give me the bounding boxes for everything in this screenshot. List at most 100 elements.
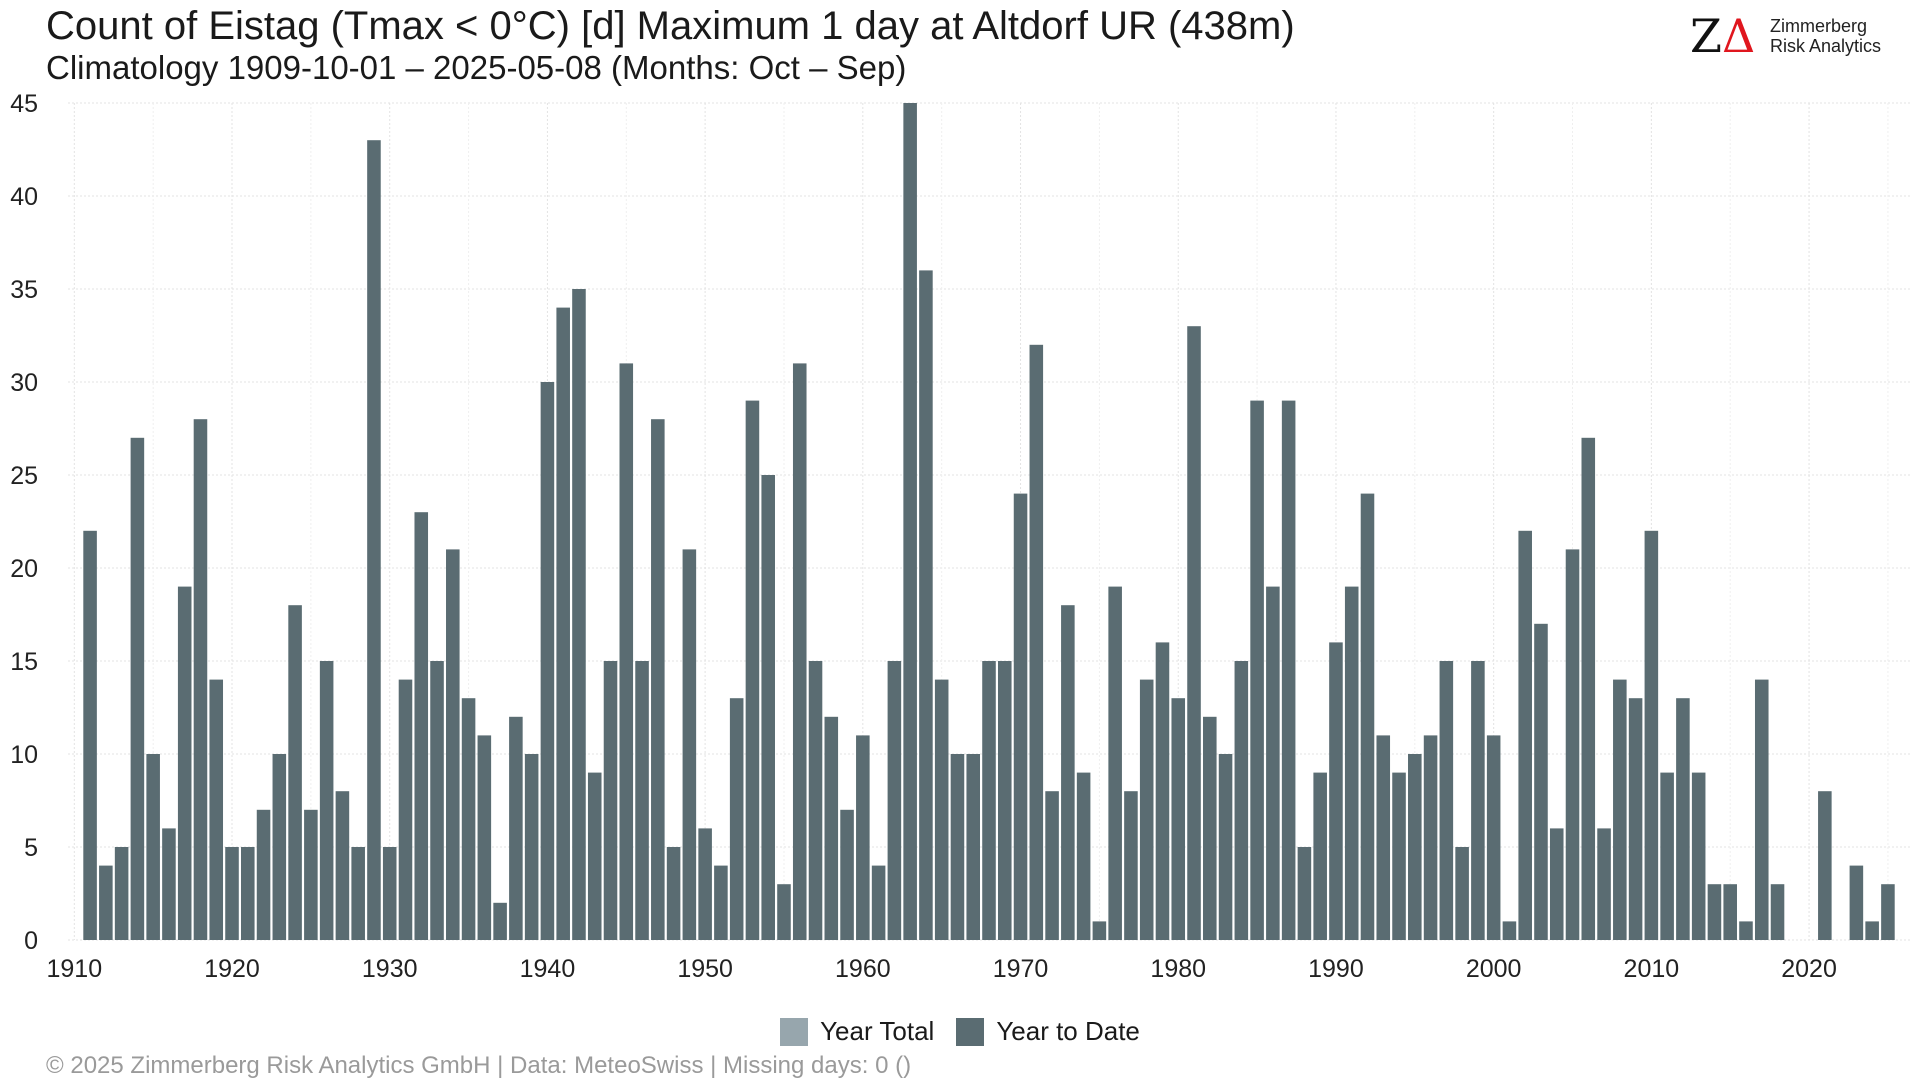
bar-1939 (524, 754, 539, 940)
bar-2004 (1549, 828, 1564, 940)
bar-2021 (1818, 791, 1832, 940)
bar-1987 (1281, 400, 1296, 941)
bar-1978 (1139, 679, 1154, 940)
bar-1954 (761, 475, 775, 940)
bar-1983 (1218, 754, 1233, 940)
bar-2013 (1691, 772, 1706, 940)
bar-1921 (241, 847, 255, 940)
bar-1972 (1045, 791, 1059, 940)
bar-1985 (1250, 400, 1264, 941)
bar-1997 (1439, 661, 1454, 940)
bar-1934 (446, 549, 460, 940)
bar-1936 (477, 735, 492, 940)
bar-1956 (792, 363, 807, 940)
bar-2003 (1534, 623, 1548, 940)
bar-1974 (1076, 772, 1091, 940)
bar-1912 (99, 865, 113, 940)
bar-1915 (146, 754, 160, 940)
y-tick-label: 0 (24, 927, 38, 955)
bar-2000 (1486, 735, 1501, 940)
bar-1937 (493, 902, 507, 940)
bar-2002 (1518, 530, 1532, 940)
bar-2001 (1502, 921, 1517, 940)
bar-1962 (887, 661, 902, 940)
bar-1995 (1408, 754, 1422, 940)
bar-2015 (1723, 884, 1737, 940)
y-tick-label: 15 (10, 648, 38, 676)
bar-1988 (1297, 847, 1312, 940)
bar-1970 (1013, 493, 1028, 940)
x-tick-label: 1960 (835, 955, 891, 983)
y-tick-label: 10 (10, 741, 38, 769)
bar-1984 (1234, 661, 1249, 940)
bar-1960 (856, 735, 870, 940)
bar-1992 (1360, 493, 1375, 940)
logo-letter-z: Z (1690, 9, 1722, 63)
bar-1929 (367, 140, 381, 940)
bar-1938 (509, 716, 523, 940)
bar-2016 (1739, 921, 1753, 940)
x-tick-label: 1940 (520, 955, 576, 983)
bar-1969 (997, 661, 1012, 940)
legend-swatch-year-to-date (956, 1017, 985, 1046)
x-tick-label: 2000 (1466, 955, 1522, 983)
bar-1947 (651, 419, 665, 940)
chart-title: Count of Eistag (Tmax < 0°C) [d] Maximum… (46, 4, 1295, 48)
bar-1966 (950, 754, 965, 940)
y-tick-label: 20 (10, 555, 38, 583)
bar-1976 (1108, 586, 1122, 940)
bar-1918 (193, 419, 208, 940)
bar-2018 (1770, 884, 1785, 940)
bar-1961 (871, 865, 886, 940)
x-tick-label: 1930 (362, 955, 418, 983)
y-tick-label: 35 (10, 276, 38, 304)
x-axis: 1910 1920 1930 1940 1950 1960 1970 1980 1990 2000… (46, 955, 1836, 983)
bar-1944 (603, 661, 618, 940)
footer-credit: © 2025 Zimmerberg Risk Analytics GmbH | … (46, 1052, 912, 1079)
bar-1916 (162, 828, 176, 940)
bar-1920 (225, 847, 239, 940)
bar-1955 (777, 884, 791, 940)
bar-1940 (540, 382, 555, 940)
logo-line-1: Zimmerberg (1770, 16, 1868, 36)
x-tick-label: 1920 (204, 955, 260, 983)
bar-1946 (635, 661, 649, 940)
bar-1963 (903, 103, 917, 940)
logo-mark: ZΔ (1690, 10, 1755, 62)
legend-item-year-to-date: Year to Date (956, 1016, 1140, 1047)
bar-1989 (1313, 772, 1327, 940)
logo-line-2: Risk Analytics (1770, 36, 1882, 56)
bar-1911 (83, 530, 97, 940)
bar-1958 (824, 716, 839, 940)
bar-1953 (745, 400, 760, 941)
legend-swatch-year-total (780, 1017, 809, 1046)
bar-1931 (398, 679, 413, 940)
bar-2005 (1565, 549, 1580, 940)
bar-1933 (430, 661, 444, 940)
bar-1993 (1376, 735, 1391, 940)
bar-1973 (1061, 605, 1075, 940)
bar-1999 (1471, 661, 1485, 940)
bar-1913 (114, 847, 129, 940)
legend: Year Total Year to Date (0, 1016, 1920, 1047)
bar-2024 (1865, 921, 1879, 940)
bar-2007 (1597, 828, 1611, 940)
legend-label-year-to-date: Year to Date (996, 1016, 1140, 1046)
bar-1967 (966, 754, 981, 940)
bar-1943 (587, 772, 602, 940)
bar-1924 (288, 605, 302, 940)
bar-1950 (698, 828, 712, 940)
bar-1941 (556, 307, 570, 941)
y-tick-label: 5 (24, 834, 38, 862)
x-tick-label: 2020 (1781, 955, 1837, 983)
bar-2011 (1660, 772, 1674, 940)
bar-1952 (729, 698, 744, 940)
bar-1930 (382, 847, 397, 940)
bar-1991 (1344, 586, 1359, 940)
company-logo: ZΔ Zimmerberg Risk Analytics (1690, 10, 1900, 62)
x-tick-label: 1990 (1308, 955, 1364, 983)
bar-1925 (304, 809, 318, 940)
bar-1942 (572, 289, 586, 940)
bar-1948 (666, 847, 681, 940)
